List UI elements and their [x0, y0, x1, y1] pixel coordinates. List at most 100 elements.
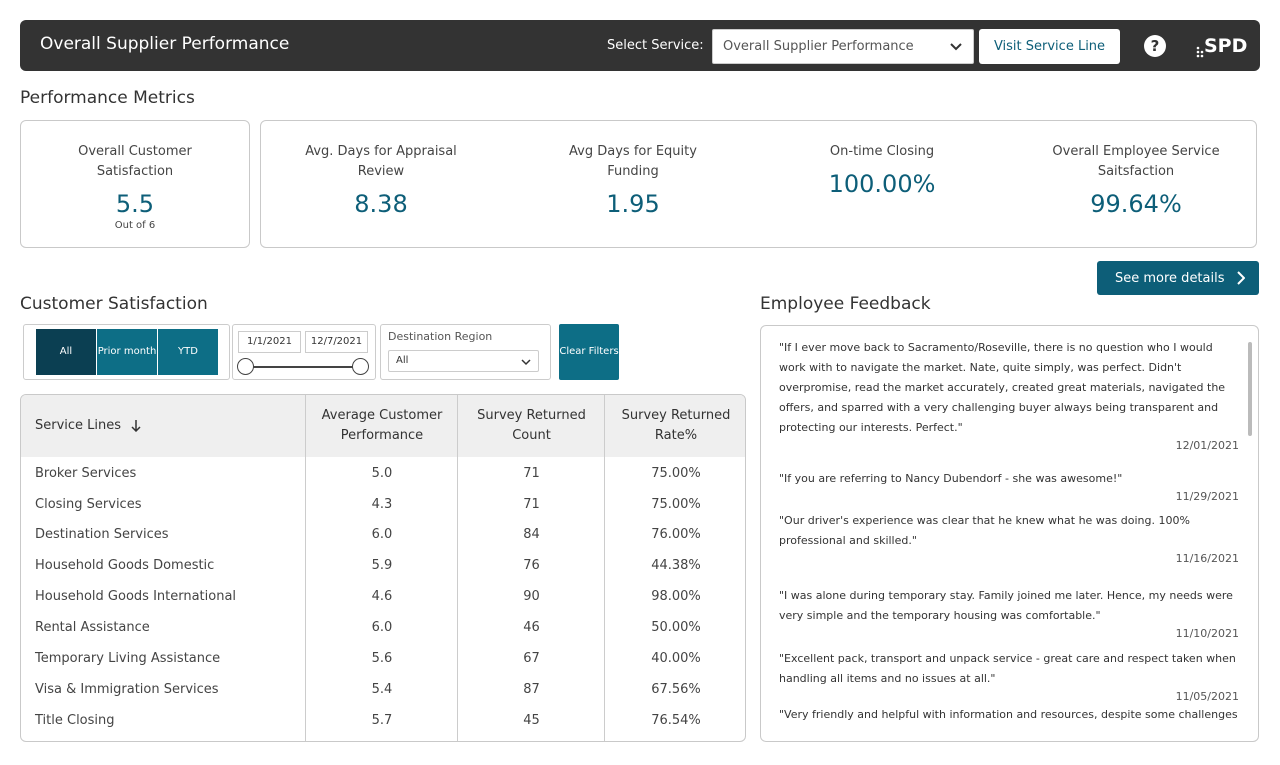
table-row[interactable]: Broker Services 5.0 71 75.00% [21, 458, 745, 489]
column-header-returned-count[interactable]: Survey Returned Count [477, 408, 586, 443]
table-cell: 4.3 [371, 497, 393, 512]
metric-label: On-time Closing [829, 144, 935, 159]
column-header-avg-performance[interactable]: Average Customer Performance [321, 408, 443, 443]
table-cell: 90 [523, 589, 540, 604]
metric-value: 1.95 [606, 190, 660, 218]
metric-label: Avg. Days for Appraisal Review [305, 144, 457, 179]
service-select[interactable]: Overall Supplier Performance [712, 29, 974, 64]
feedback-item: "Very friendly and helpful with informat… [779, 705, 1239, 725]
service-line-name: Household Goods Domestic [35, 558, 215, 573]
table-row[interactable]: Title Closing 5.7 45 76.54% [21, 705, 745, 736]
table-cell: 98.00% [651, 589, 701, 604]
table-row[interactable]: Temporary Living Assistance 5.6 67 40.00% [21, 643, 745, 674]
table-cell: 87 [523, 682, 540, 697]
service-line-name: Broker Services [35, 466, 137, 481]
feedback-quote: "If I ever move back to Sacramento/Rosev… [779, 341, 1226, 434]
table-cell: 76.00% [651, 527, 701, 542]
feedback-date: 11/29/2021 [1175, 490, 1239, 503]
top-bar: Overall Supplier Performance Select Serv… [20, 20, 1260, 71]
column-divider [604, 395, 605, 741]
date-range-filter: 1/1/2021 12/7/2021 [232, 324, 376, 380]
satisfaction-metric: Overall Customer Satisfaction 5.5 Out of… [41, 142, 229, 231]
metric-label: Overall Employee Service Saitsfaction [1052, 144, 1220, 179]
feedback-quote: "Very friendly and helpful with informat… [779, 708, 1238, 721]
region-select[interactable]: All [388, 350, 539, 372]
feedback-item: "I was alone during temporary stay. Fami… [779, 586, 1239, 642]
chevron-down-icon [521, 359, 531, 366]
feedback-quote: "Our driver's experience was clear that … [779, 514, 1190, 547]
table-cell: 4.6 [371, 589, 393, 604]
feedback-list[interactable]: "If I ever move back to Sacramento/Rosev… [760, 325, 1259, 742]
table-cell: 71 [523, 497, 540, 512]
logo-text: SPD [1204, 35, 1248, 57]
metric-label: Overall Customer Satisfaction [78, 144, 192, 179]
period-ytd-button[interactable]: YTD [158, 329, 218, 375]
see-more-details-label: See more details [1115, 270, 1225, 286]
table-cell: 46 [523, 620, 540, 635]
table-cell: 6.0 [371, 527, 393, 542]
service-line-name: Destination Services [35, 527, 169, 542]
column-header-label: Service Lines [35, 418, 122, 433]
feedback-quote: "Excellent pack, transport and unpack se… [779, 652, 1236, 685]
select-service-label: Select Service: [607, 38, 704, 53]
feedback-quote: "If you are referring to Nancy Dubendorf… [779, 472, 1123, 485]
table-cell: 44.38% [651, 558, 701, 573]
date-to-input[interactable]: 12/7/2021 [305, 331, 368, 353]
table-row[interactable]: Closing Services 4.3 71 75.00% [21, 489, 745, 520]
page-title: Overall Supplier Performance [40, 34, 290, 54]
metrics-card: Avg. Days for Appraisal Review 8.38 Avg … [260, 120, 1257, 248]
closing-metric: On-time Closing 100.00% [827, 142, 937, 198]
feedback-item: "Our driver's experience was clear that … [779, 511, 1239, 567]
service-select-value: Overall Supplier Performance [723, 39, 914, 54]
metric-value: 8.38 [354, 190, 408, 218]
feedback-scrollbar[interactable] [1248, 342, 1252, 436]
region-label: Destination Region [388, 330, 493, 343]
help-icon[interactable]: ? [1144, 35, 1166, 57]
table-cell: 5.7 [371, 713, 393, 728]
customer-satisfaction-heading: Customer Satisfaction [20, 294, 208, 314]
table-header: Service Lines Average Customer Performan… [21, 395, 745, 457]
metric-value: 5.5 [115, 190, 155, 218]
chevron-right-icon [1237, 271, 1245, 285]
column-header-service-lines[interactable]: Service Lines [35, 395, 235, 457]
period-prior-month-button[interactable]: Prior month [97, 329, 157, 375]
date-slider-track [245, 366, 361, 368]
table-cell: 71 [523, 466, 540, 481]
table-row[interactable]: Rental Assistance 6.0 46 50.00% [21, 612, 745, 643]
logo: SPD [1196, 34, 1248, 60]
metric-value: 100.00% [828, 170, 936, 198]
table-cell: 67 [523, 651, 540, 666]
appraisal-metric: Avg. Days for Appraisal Review 8.38 [291, 142, 471, 218]
feedback-date: 12/01/2021 [1175, 439, 1239, 452]
date-from-input[interactable]: 1/1/2021 [238, 331, 301, 353]
equity-metric: Avg Days for Equity Funding 1.95 [551, 142, 715, 218]
table-row[interactable]: Destination Services 6.0 84 76.00% [21, 519, 745, 550]
logo-dots-icon [1196, 46, 1204, 58]
table-cell: 75.00% [651, 497, 701, 512]
region-select-value: All [396, 355, 409, 366]
date-slider-end-handle[interactable] [352, 358, 369, 375]
table-cell: 50.00% [651, 620, 701, 635]
table-cell: 5.6 [371, 651, 393, 666]
service-line-name: Temporary Living Assistance [35, 651, 221, 666]
service-line-name: Rental Assistance [35, 620, 150, 635]
table-cell: 84 [523, 527, 540, 542]
clear-filters-button[interactable]: Clear Filters [559, 324, 619, 380]
metric-label: Avg Days for Equity Funding [569, 144, 697, 179]
see-more-details-button[interactable]: See more details [1097, 261, 1259, 295]
feedback-quote: "I was alone during temporary stay. Fami… [779, 589, 1233, 622]
feedback-item: "Excellent pack, transport and unpack se… [779, 649, 1239, 705]
employee-feedback-heading: Employee Feedback [760, 294, 931, 314]
table-row[interactable]: Visa & Immigration Services 5.4 87 67.56% [21, 674, 745, 705]
period-all-button[interactable]: All [36, 329, 96, 375]
chevron-down-icon [950, 43, 962, 51]
column-header-returned-rate[interactable]: Survey Returned Rate% [621, 408, 731, 443]
visit-service-line-button[interactable]: Visit Service Line [979, 29, 1120, 64]
table-row[interactable]: Household Goods International 4.6 90 98.00% [21, 581, 745, 612]
table-row[interactable]: Household Goods Domestic 5.9 76 44.38% [21, 550, 745, 581]
performance-metrics-heading: Performance Metrics [20, 88, 195, 108]
service-line-name: Visa & Immigration Services [35, 682, 219, 697]
date-slider-start-handle[interactable] [237, 358, 254, 375]
service-lines-table: Service Lines Average Customer Performan… [20, 394, 746, 742]
table-cell: 40.00% [651, 651, 701, 666]
